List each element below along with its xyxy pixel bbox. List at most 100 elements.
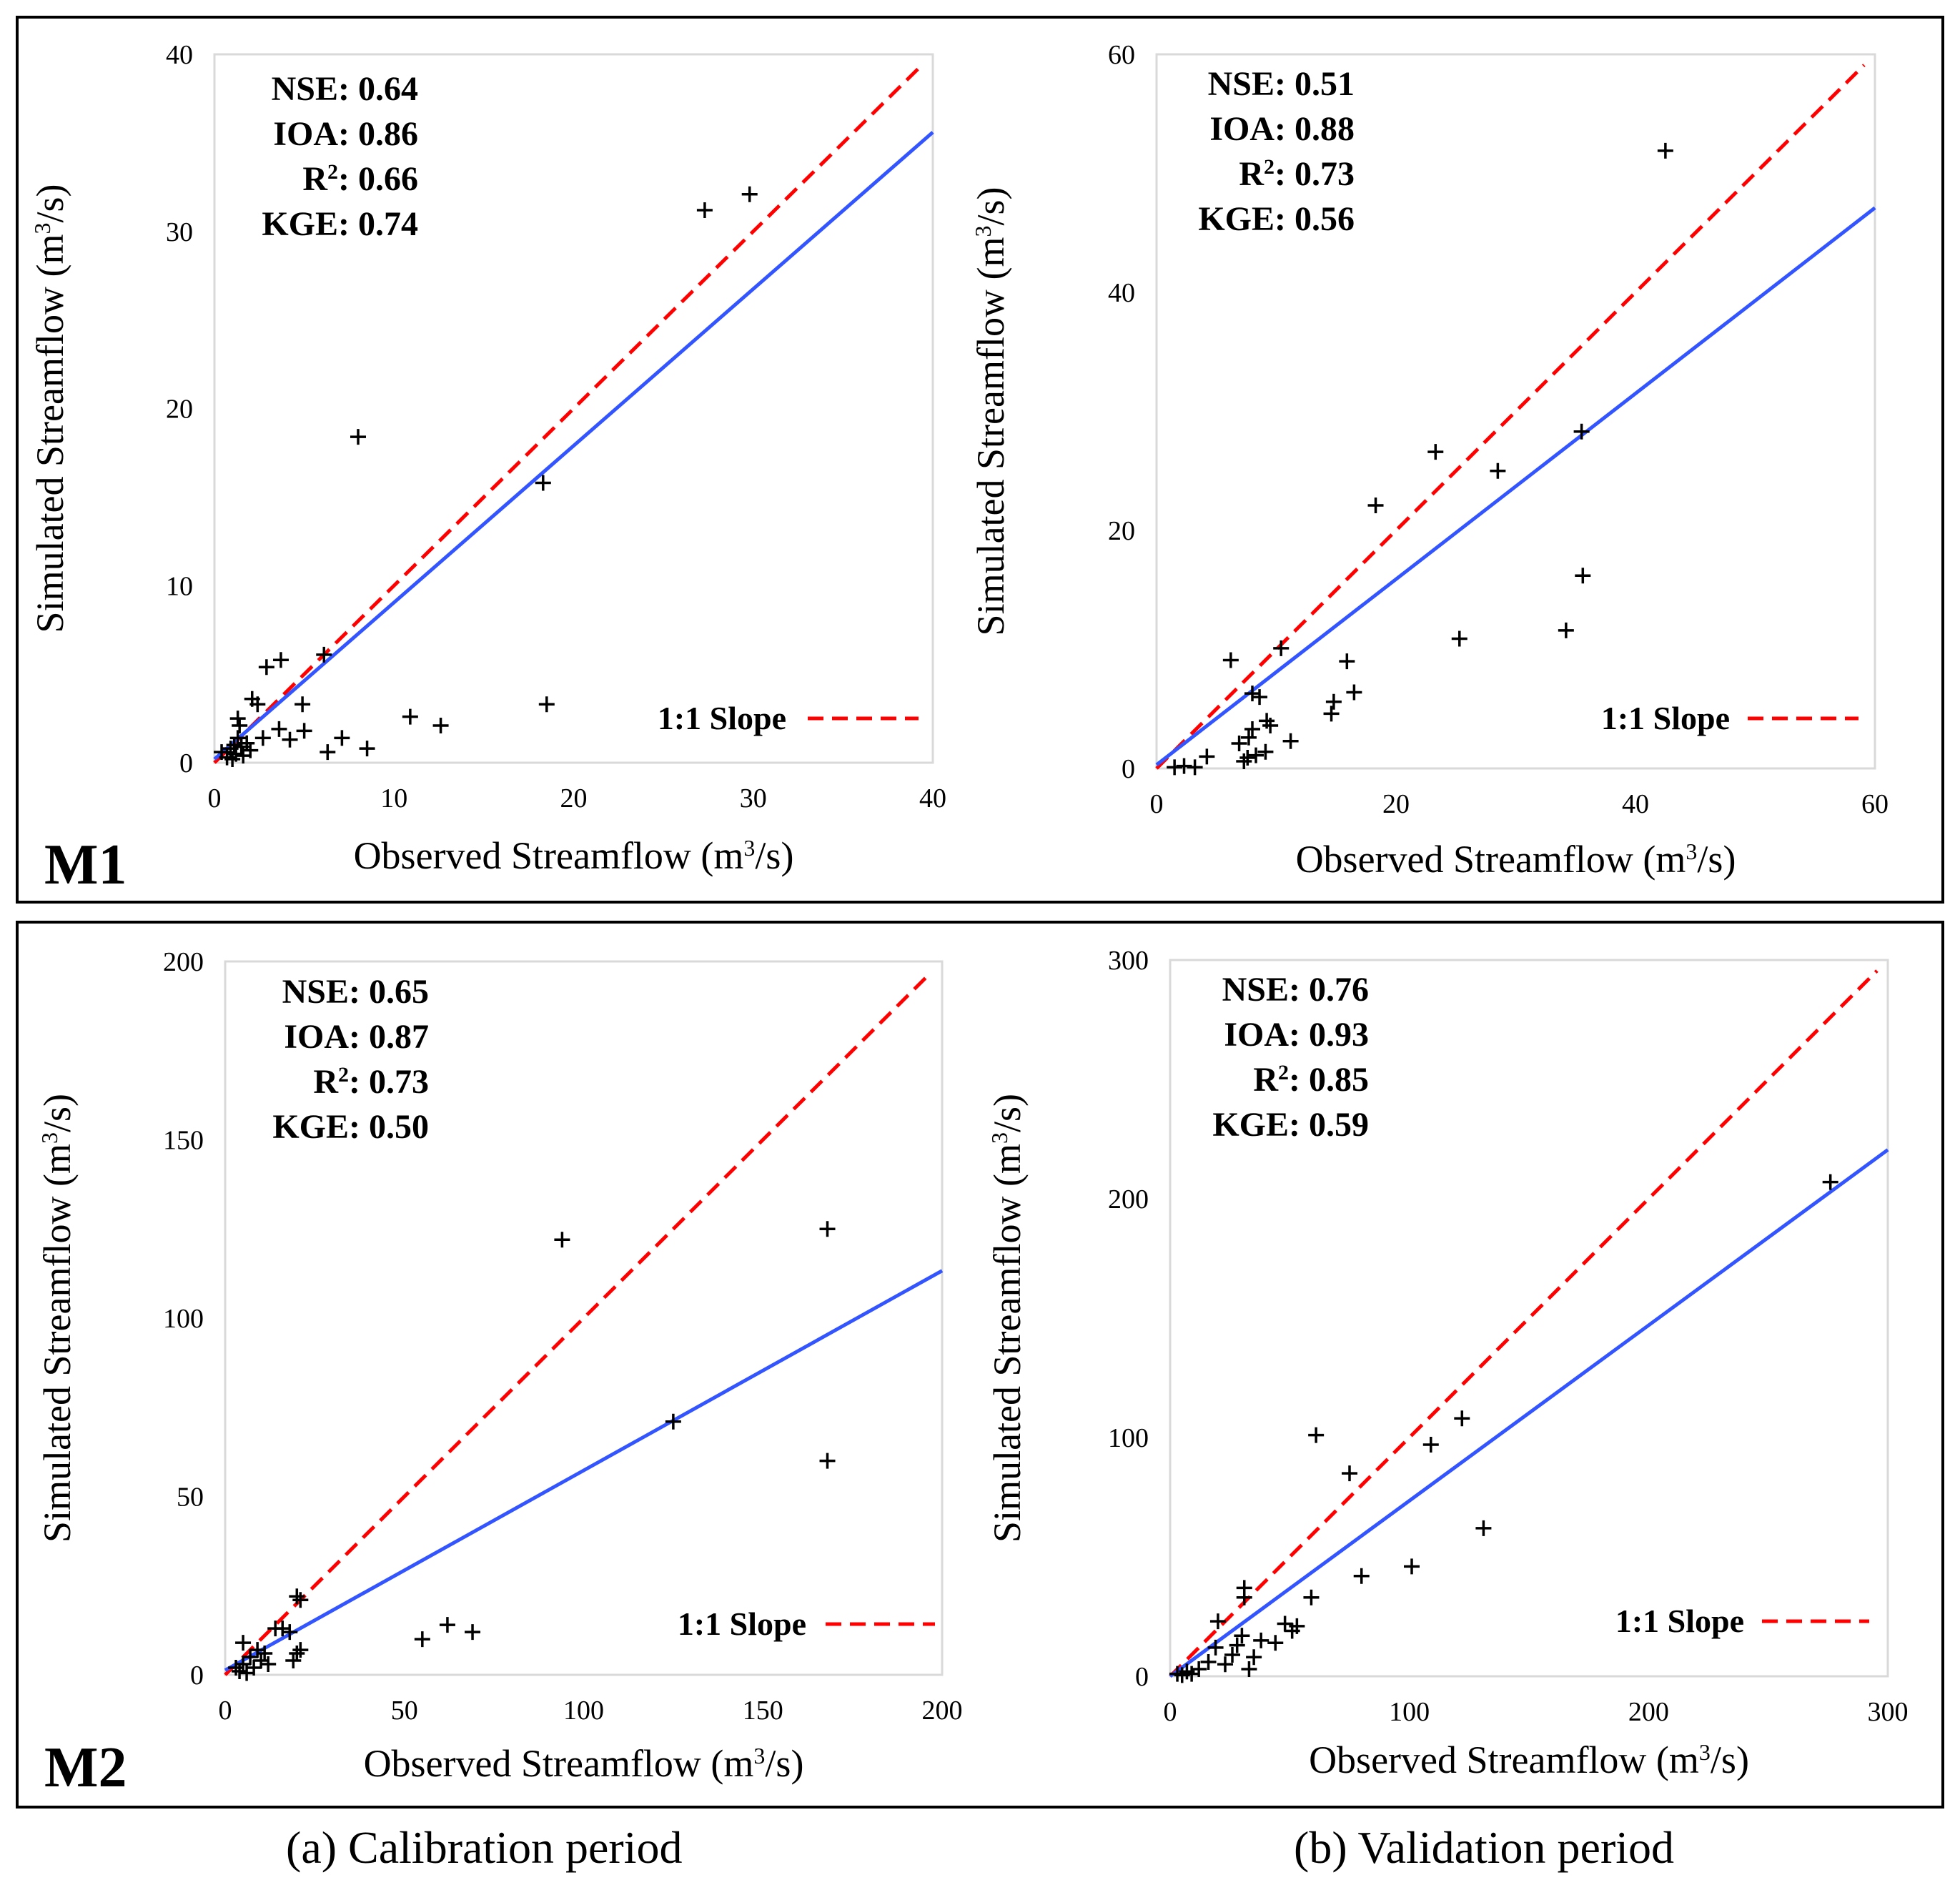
y-tick-label: 60 — [1108, 40, 1135, 70]
unit-rest: /s) — [36, 1094, 79, 1132]
x-tick-label: 200 — [922, 1696, 963, 1726]
stat-nse: NSE: 0.65 — [282, 973, 429, 1011]
data-point — [819, 1453, 836, 1469]
chart-m1-validation: 0 20 40 60 0 20 40 60 Observed Streamflow (m3/s)… — [969, 40, 1889, 881]
data-point — [1248, 747, 1264, 763]
y-tick-label: 40 — [166, 40, 193, 70]
model-m2-panel — [16, 921, 1944, 1809]
y-tick-label: 0 — [190, 1661, 204, 1691]
data-point — [272, 652, 289, 668]
x-tick-label: 100 — [1389, 1697, 1430, 1727]
data-point — [1234, 1628, 1250, 1644]
data-point — [1346, 684, 1362, 701]
unit-rest: /s) — [1697, 838, 1736, 881]
data-point — [235, 1656, 252, 1673]
data-point — [296, 723, 312, 739]
x-tick-label: 20 — [560, 783, 588, 813]
data-point — [1323, 706, 1340, 722]
data-point — [334, 730, 350, 746]
x-tick-label: 0 — [1164, 1697, 1177, 1727]
stat-ioa: IOA: 0.93 — [1224, 1016, 1369, 1054]
regression-line — [224, 1269, 944, 1672]
y-tick-label: 300 — [1108, 946, 1149, 976]
plot-area — [213, 53, 934, 764]
stat-nse: NSE: 0.51 — [1208, 65, 1355, 103]
y-tick-label: 200 — [163, 947, 204, 977]
data-point — [257, 1646, 273, 1662]
data-point — [1241, 1661, 1257, 1677]
stat-r2: R2: 0.73 — [1239, 155, 1355, 194]
data-point — [1657, 142, 1673, 159]
x-axis-label: Observed Streamflow (m3/s) — [1309, 1738, 1749, 1781]
stat-ioa: IOA: 0.87 — [284, 1018, 429, 1056]
y-axis-label: Simulated Streamflow (m3/s) — [36, 1094, 79, 1543]
one-to-one-line — [1169, 969, 1879, 1678]
data-point — [292, 1592, 309, 1608]
stat-kge: KGE: 0.74 — [262, 205, 418, 243]
data-point — [1289, 1618, 1305, 1634]
data-point — [320, 744, 336, 761]
data-point — [249, 696, 266, 713]
stat-superscript: 2 — [327, 160, 338, 184]
data-point — [260, 1656, 277, 1673]
regression-line — [1169, 1148, 1889, 1678]
one-to-one-line — [224, 971, 933, 1676]
unit-rest: /s) — [986, 1094, 1029, 1132]
y-tick-label: 40 — [1108, 278, 1135, 308]
stat-ioa: IOA: 0.88 — [1209, 110, 1355, 148]
x-tick-label: 150 — [743, 1696, 783, 1726]
y-tick-label: 200 — [1108, 1184, 1149, 1214]
x-tick-label: 20 — [1382, 789, 1410, 819]
data-point — [232, 717, 248, 733]
data-point — [538, 696, 555, 713]
data-point — [271, 721, 287, 737]
data-point — [1404, 1558, 1420, 1575]
data-point — [554, 1232, 570, 1248]
stat-rest: : 0.66 — [338, 160, 418, 198]
unit-rest: /s) — [29, 184, 71, 223]
data-point — [535, 475, 551, 491]
data-point — [1308, 1427, 1325, 1443]
data-point — [229, 730, 246, 746]
data-point — [229, 711, 246, 727]
x-tick-label: 300 — [1868, 1697, 1909, 1727]
y-tick-label: 30 — [166, 217, 193, 247]
x-tick-label: 30 — [740, 783, 767, 813]
data-point — [282, 731, 298, 748]
data-point — [1246, 1649, 1262, 1666]
unit-superscript: 3 — [970, 226, 996, 237]
caption-calibration: (a) Calibration period — [286, 1822, 683, 1873]
data-point — [350, 429, 366, 445]
data-point — [1244, 686, 1260, 702]
caption-validation: (b) Validation period — [1294, 1822, 1675, 1873]
data-point — [741, 186, 758, 202]
x-tick-label: 200 — [1628, 1697, 1669, 1727]
data-point — [1252, 689, 1268, 706]
data-point — [1282, 733, 1299, 749]
y-tick-label: 0 — [1135, 1662, 1149, 1692]
data-point — [274, 1621, 291, 1637]
y-tick-label: 0 — [1122, 754, 1135, 784]
x-tick-label: 40 — [1622, 789, 1649, 819]
y-tick-label: 100 — [163, 1304, 204, 1334]
data-point — [1339, 653, 1355, 670]
x-tick-label: 0 — [219, 1696, 232, 1726]
data-point — [289, 1646, 305, 1662]
data-point — [242, 1649, 259, 1666]
row-label-m2: M2 — [44, 1736, 127, 1799]
unit-superscript: 3 — [36, 1132, 62, 1144]
y-tick-label: 10 — [166, 571, 193, 601]
data-point — [432, 717, 449, 733]
regression-line — [1155, 206, 1876, 766]
stat-nse: NSE: 0.76 — [1222, 971, 1369, 1009]
stat-r2: R2: 0.66 — [302, 160, 418, 199]
x-tick-label: 0 — [1150, 789, 1164, 819]
data-point — [402, 708, 418, 725]
data-point — [1200, 1653, 1217, 1670]
data-point — [1342, 1465, 1357, 1482]
data-point — [1231, 736, 1247, 752]
data-point — [258, 659, 274, 676]
stat-kge: KGE: 0.59 — [1212, 1106, 1369, 1144]
data-point — [226, 737, 242, 753]
